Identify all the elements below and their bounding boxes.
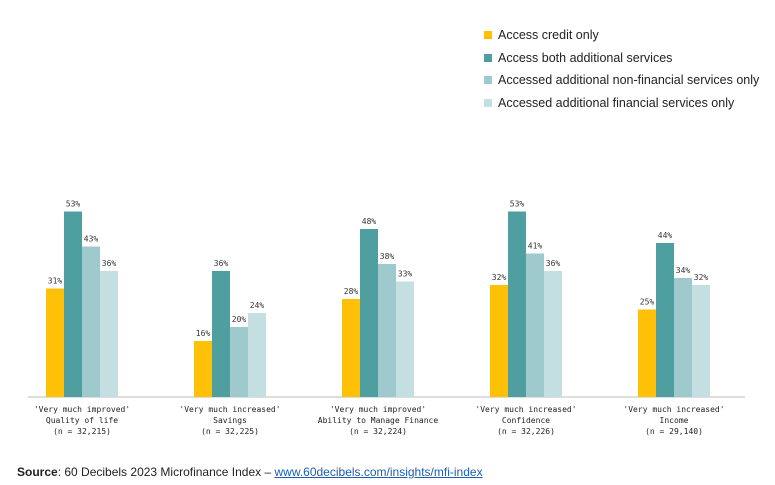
- legend-item-1: Access credit only: [484, 25, 759, 45]
- bar-value-label: 44%: [658, 231, 673, 240]
- bar-3-series-1: [342, 299, 360, 397]
- category-label: (n = 32,215): [53, 427, 111, 436]
- legend: Access credit only Access both additional…: [484, 25, 759, 115]
- bar-5-series-1: [638, 309, 656, 397]
- bar-value-label: 28%: [344, 287, 359, 296]
- legend-label: Access credit only: [498, 28, 599, 42]
- legend-item-4: Accessed additional financial services o…: [484, 93, 759, 113]
- category-label: (n = 32,226): [497, 427, 555, 436]
- bar-2-series-2: [212, 271, 230, 397]
- bar-4-series-3: [526, 253, 544, 397]
- category-label: (n = 32,225): [201, 427, 259, 436]
- source-note: Source: 60 Decibels 2023 Microfinance In…: [17, 465, 483, 479]
- bar-1-series-3: [82, 246, 100, 397]
- category-label: (n = 32,224): [349, 427, 407, 436]
- bar-value-label: 41%: [528, 242, 543, 251]
- legend-swatch: [484, 76, 492, 84]
- category-label: Income: [660, 416, 689, 425]
- bar-value-label: 36%: [214, 259, 229, 268]
- category-label: Confidence: [502, 416, 550, 425]
- source-link[interactable]: www.60decibels.com/insights/mfi-index: [274, 465, 483, 479]
- legend-item-2: Access both additional services: [484, 48, 759, 68]
- category-label: (n = 29,140): [645, 427, 703, 436]
- bar-value-label: 24%: [250, 301, 265, 310]
- legend-swatch: [484, 53, 492, 62]
- category-label: 'Very much increased': [179, 405, 280, 414]
- bar-1-series-4: [100, 271, 118, 397]
- bar-5-series-3: [674, 278, 692, 397]
- bar-3-series-4: [396, 281, 414, 397]
- legend-item-3: Accessed additional non-financial servic…: [484, 70, 759, 90]
- category-label: Quality of life: [46, 416, 118, 425]
- bar-2-series-4: [248, 313, 266, 397]
- bar-value-label: 33%: [398, 270, 413, 279]
- bar-value-label: 48%: [362, 217, 377, 226]
- bar-value-label: 32%: [492, 273, 507, 282]
- source-text: : 60 Decibels 2023 Microfinance Index –: [57, 465, 275, 479]
- bar-value-label: 20%: [232, 315, 247, 324]
- bar-value-label: 36%: [546, 259, 561, 268]
- bar-value-label: 34%: [676, 266, 691, 275]
- category-label: 'Very much improved': [34, 405, 130, 414]
- bar-5-series-2: [656, 243, 674, 397]
- category-label: 'Very much increased': [475, 405, 576, 414]
- bar-2-series-1: [194, 341, 212, 397]
- bar-value-label: 53%: [510, 200, 525, 209]
- legend-swatch: [484, 31, 492, 39]
- bar-value-label: 32%: [694, 273, 709, 282]
- bar-3-series-2: [360, 229, 378, 397]
- category-label: Ability to Manage Finance: [318, 416, 439, 425]
- bar-2-series-3: [230, 327, 248, 397]
- legend-swatch: [484, 98, 492, 107]
- bar-value-label: 38%: [380, 252, 395, 261]
- legend-label: Accessed additional non-financial servic…: [498, 73, 760, 87]
- bar-value-label: 25%: [640, 298, 655, 307]
- bar-value-label: 16%: [196, 329, 211, 338]
- category-label: 'Very much improved': [330, 405, 426, 414]
- legend-label: Accessed additional financial services o…: [498, 95, 735, 110]
- bar-value-label: 31%: [48, 277, 63, 286]
- bar-3-series-3: [378, 264, 396, 397]
- bar-4-series-2: [508, 211, 526, 397]
- bar-value-label: 36%: [102, 259, 117, 268]
- bar-4-series-4: [544, 271, 562, 397]
- legend-label: Access both additional services: [498, 50, 673, 65]
- bar-value-label: 53%: [66, 200, 81, 209]
- bar-1-series-1: [46, 288, 64, 397]
- category-label: Savings: [213, 416, 247, 425]
- source-label: Source: [17, 465, 58, 479]
- category-label: 'Very much increased': [623, 405, 724, 414]
- bar-5-series-4: [692, 285, 710, 397]
- bar-value-label: 43%: [84, 235, 99, 244]
- bar-1-series-2: [64, 211, 82, 397]
- bar-4-series-1: [490, 285, 508, 397]
